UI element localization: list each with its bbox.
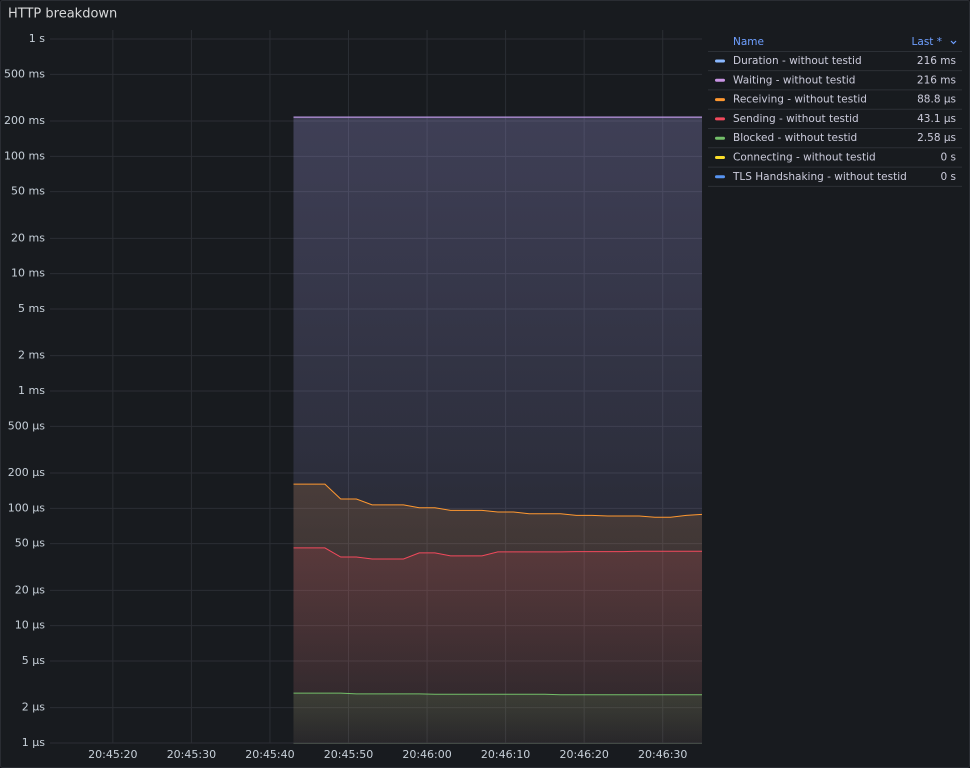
x-tick-label: 20:45:40 [245, 748, 294, 761]
legend-name[interactable]: Connecting - without testid [733, 152, 876, 164]
x-tick-label: 20:45:30 [167, 748, 216, 761]
legend-last: 216 ms [917, 55, 956, 67]
legend-swatch [715, 136, 725, 140]
y-tick-label: 200 µs [8, 466, 45, 479]
legend-swatch [715, 175, 725, 179]
legend-name[interactable]: Receiving - without testid [733, 94, 867, 106]
axes: 1 s 500 ms 200 ms 100 ms 50 ms 20 ms 10 ms 5 ms… [4, 32, 687, 761]
legend-swatch [715, 98, 725, 102]
legend-last: 88.8 µs [917, 94, 956, 106]
legend: Name Last * Duration - without testid 216… [708, 36, 962, 187]
x-tick-label: 20:46:10 [481, 748, 530, 761]
y-tick-label: 200 ms [4, 114, 45, 127]
legend-name[interactable]: Blocked - without testid [733, 132, 857, 144]
sort-icon [950, 40, 957, 45]
legend-name[interactable]: Duration - without testid [733, 55, 862, 67]
legend-name[interactable]: Sending - without testid [733, 113, 859, 125]
y-tick-label: 10 µs [15, 619, 45, 632]
y-tick-label: 20 ms [11, 231, 45, 244]
panel-title: HTTP breakdown [8, 7, 117, 22]
legend-last: 0 s [941, 171, 957, 183]
series-area [293, 693, 702, 743]
x-tick-label: 20:45:20 [88, 748, 137, 761]
y-tick-label: 1 s [29, 32, 45, 45]
x-tick-label: 20:45:50 [324, 748, 373, 761]
legend-swatch [715, 156, 725, 159]
y-tick-label: 1 µs [22, 736, 45, 749]
legend-last: 43.1 µs [917, 113, 956, 125]
series-line [293, 547, 702, 560]
x-tick-label: 20:46:30 [638, 748, 687, 761]
legend-last: 0 s [941, 152, 957, 164]
areas [293, 117, 702, 744]
legend-swatch [715, 78, 725, 82]
y-tick-label: 5 µs [22, 654, 45, 667]
y-tick-label: 2 ms [18, 349, 45, 362]
x-tick-label: 20:46:00 [402, 748, 451, 761]
y-tick-label: 100 ms [4, 149, 45, 162]
y-tick-label: 100 µs [8, 501, 45, 514]
y-tick-label: 500 µs [8, 419, 45, 432]
legend-last: 216 ms [917, 74, 956, 86]
y-tick-label: 500 ms [4, 67, 45, 80]
y-tick-label: 50 ms [11, 185, 45, 198]
legend-swatch [715, 59, 725, 63]
series-line [293, 692, 702, 696]
y-tick-label: 2 µs [22, 701, 45, 714]
y-tick-label: 1 ms [18, 384, 45, 397]
y-tick-label: 10 ms [11, 267, 45, 280]
legend-header-name[interactable]: Name [733, 36, 764, 48]
lines [293, 116, 702, 696]
y-tick-label: 5 ms [18, 302, 45, 315]
y-tick-label: 20 µs [15, 583, 45, 596]
series-area [293, 743, 702, 744]
legend-name[interactable]: TLS Handshaking - without testid [732, 171, 907, 183]
legend-swatch [715, 117, 725, 121]
legend-last: 2.58 µs [917, 132, 956, 144]
y-tick-label: 50 µs [15, 537, 45, 550]
legend-header-last[interactable]: Last * [912, 36, 942, 48]
series-line [293, 483, 702, 518]
legend-name[interactable]: Waiting - without testid [733, 74, 855, 86]
x-tick-label: 20:46:20 [559, 748, 608, 761]
